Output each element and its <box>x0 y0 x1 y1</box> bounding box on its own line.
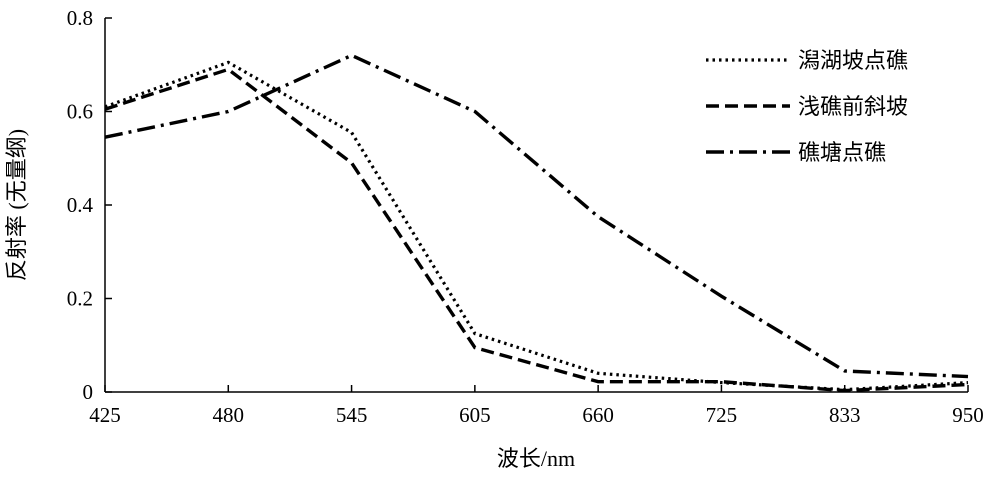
legend-label: 浅礁前斜坡 <box>798 94 908 119</box>
plot-area <box>104 53 969 393</box>
y-tick-label: 0.6 <box>67 100 93 124</box>
series-line-dashed <box>104 67 969 393</box>
legend-label: 潟湖坡点礁 <box>798 48 908 73</box>
x-tick-label: 950 <box>952 403 984 427</box>
x-tick-label: 833 <box>829 403 861 427</box>
y-axis-title: 反射率 (无量纲) <box>4 129 29 281</box>
x-tick-label: 480 <box>213 403 245 427</box>
y-tick-label: 0.4 <box>67 193 94 217</box>
x-tick-label: 425 <box>89 403 121 427</box>
x-tick-label: 660 <box>582 403 614 427</box>
y-tick-label: 0.2 <box>67 287 93 311</box>
y-tick-label: 0.8 <box>67 6 93 30</box>
y-tick-label: 0 <box>83 380 94 404</box>
x-tick-label: 725 <box>706 403 738 427</box>
legend-label: 礁塘点礁 <box>798 140 886 165</box>
x-tick-label: 545 <box>336 403 368 427</box>
x-tick-label: 605 <box>459 403 491 427</box>
x-axis-title: 波长/nm <box>497 446 575 471</box>
series-line-dashdot <box>104 53 969 379</box>
ticks: 425 480 545 605 660 725 833 950 0 0.2 0.4 0.6 0.8 <box>67 6 984 427</box>
